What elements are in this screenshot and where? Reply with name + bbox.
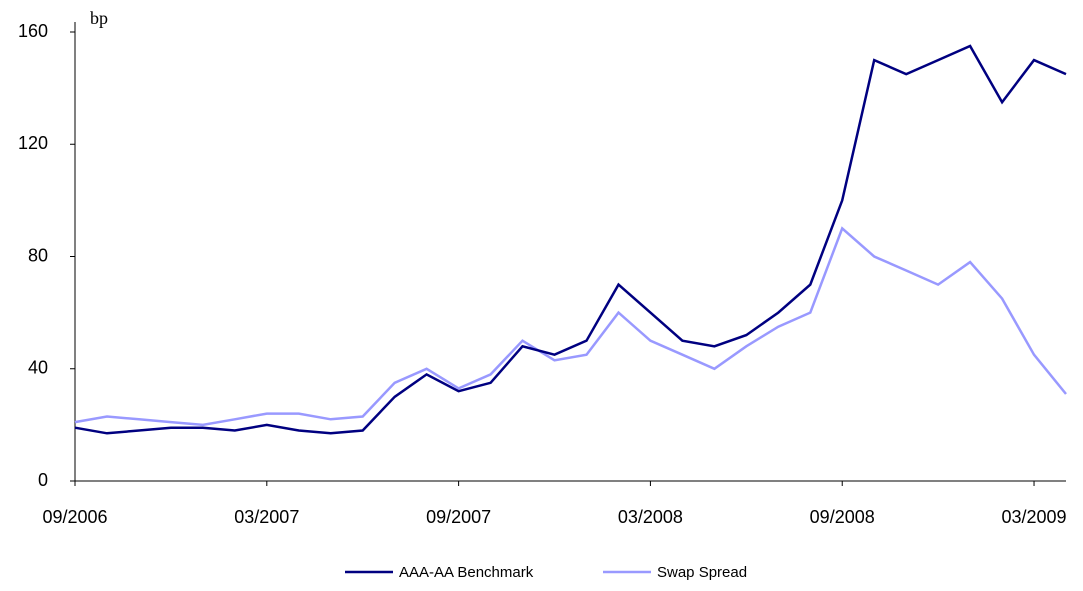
x-tick-label: 03/2008	[618, 507, 683, 527]
y-tick-label: 80	[28, 245, 48, 265]
series-line	[74, 226, 1067, 427]
legend-label: AAA-AA Benchmark	[399, 564, 534, 581]
x-tick-label: 09/2006	[42, 507, 107, 527]
y-tick-label: 120	[18, 133, 48, 153]
series-line	[74, 44, 1067, 435]
y-tick-label: 40	[28, 358, 48, 378]
y-tick-label: 0	[38, 470, 48, 490]
x-tick-label: 03/2007	[234, 507, 299, 527]
x-tick-label: 09/2007	[426, 507, 491, 527]
x-tick-label: 03/2009	[1001, 507, 1066, 527]
x-tick-label: 09/2008	[810, 507, 875, 527]
legend-label: Swap Spread	[657, 564, 747, 581]
unit-label: bp	[90, 8, 108, 28]
y-tick-label: 160	[18, 21, 48, 41]
